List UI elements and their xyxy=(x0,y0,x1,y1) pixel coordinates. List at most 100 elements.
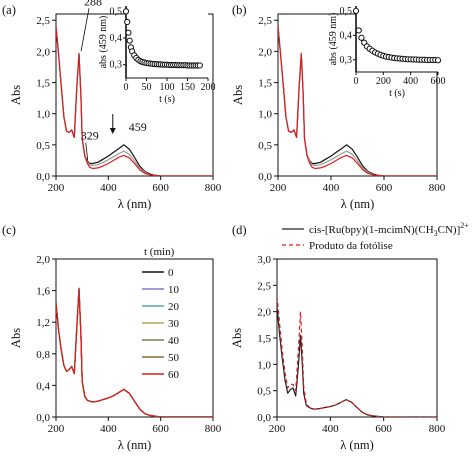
panel-2: (b) 200 400 600 800 0,0 0,5 1,0 1,5 2,0 2,5 λ (nm) A… xyxy=(231,3,446,211)
panel-label: (d) xyxy=(232,223,247,237)
y-tick-label: 2,0 xyxy=(257,307,271,319)
panel-label: (a) xyxy=(2,3,16,17)
inset-x-tick-label: 0 xyxy=(354,76,359,87)
series-line-Produto da fotólise xyxy=(277,295,437,417)
legend-superscript: 2+ xyxy=(460,221,469,230)
annotation-label: 329 xyxy=(81,129,99,143)
y-tick-label: 0,5 xyxy=(36,140,50,152)
inset-data-point xyxy=(358,34,365,41)
y-tick-label: 2,5 xyxy=(258,15,272,27)
inset-y-tick-label: 0,4 xyxy=(110,33,123,44)
inset-data-point xyxy=(434,57,442,64)
legend-label: 30 xyxy=(168,318,180,330)
inset-x-tick-label: 200 xyxy=(376,76,391,87)
legend: t (min) 0 10 20 30 40 50 60 xyxy=(142,246,180,381)
y-tick-label: 0,8 xyxy=(36,349,50,361)
inset-y-axis-label: abs (459 nm) xyxy=(98,16,109,69)
y-tick-label: 2,0 xyxy=(258,46,272,58)
x-tick-label: 600 xyxy=(152,182,169,194)
y-tick-label: 2,5 xyxy=(257,280,271,292)
inset-x-tick-label: 50 xyxy=(142,82,152,93)
y-tick-label: 1,2 xyxy=(36,317,50,329)
x-tick-label: 200 xyxy=(48,423,65,435)
inset-x-tick-label: 400 xyxy=(403,76,418,87)
y-tick-label: 0,0 xyxy=(36,412,50,424)
series-group xyxy=(56,26,213,176)
y-tick-label: 1,0 xyxy=(258,109,272,121)
inset-data-point xyxy=(126,37,133,44)
legend-label: 10 xyxy=(168,284,180,296)
y-tick-label: 0,0 xyxy=(258,171,272,183)
y-tick-label: 0,0 xyxy=(257,412,271,424)
series-group xyxy=(277,295,437,417)
x-tick-label: 400 xyxy=(100,182,117,194)
annotation-label: 459 xyxy=(129,120,147,134)
inset-x-axis-label: t (s) xyxy=(389,88,405,99)
x-tick-label: 400 xyxy=(323,182,340,194)
y-tick-label: 2,5 xyxy=(36,15,50,27)
x-tick-label: 200 xyxy=(48,182,65,194)
x-tick-label: 600 xyxy=(376,182,393,194)
inset-data-point xyxy=(355,27,362,34)
legend-title: t (min) xyxy=(144,246,175,258)
legend-label: 40 xyxy=(168,335,180,347)
y-axis-label: Abs xyxy=(230,328,244,348)
inset-data-point xyxy=(122,8,130,15)
y-tick-label: 2,0 xyxy=(36,254,50,266)
y-axis-label: Abs xyxy=(231,85,245,105)
x-axis-label: λ (nm) xyxy=(118,438,151,452)
panel-4: (d) 200 400 600 800 0,0 0,5 1,0 1,5 2,0 2,5 3,0 λ (n… xyxy=(230,221,469,452)
y-tick-label: 0,4 xyxy=(36,380,50,392)
inset: 0 50 100 150 200 0,3 0,4 0,5 t (s) abs (459 nm) xyxy=(98,6,216,105)
annotation-leader xyxy=(80,8,90,52)
legend-label: Produto da fotólise xyxy=(309,240,393,252)
inset-x-tick-label: 0 xyxy=(124,82,129,93)
inset-y-axis-label: abs (459 nm) xyxy=(328,13,339,66)
inset-x-tick-label: 150 xyxy=(180,82,195,93)
annotation-label: 288 xyxy=(84,0,102,8)
inset-data-point xyxy=(352,7,360,14)
legend: cis-[Ru(bpy)(1-mcimN)(CH3CN)]2+ Produto d… xyxy=(282,221,469,252)
series-line-3 xyxy=(56,26,213,176)
x-tick-label: 600 xyxy=(375,423,392,435)
x-tick-label: 200 xyxy=(269,423,286,435)
y-tick-label: 1,5 xyxy=(258,78,272,90)
inset-y-tick-label: 0,3 xyxy=(340,55,353,66)
inset-data-point xyxy=(196,62,203,69)
x-tick-label: 800 xyxy=(205,182,222,194)
y-tick-label: 0,5 xyxy=(257,386,271,398)
series-group xyxy=(56,287,213,417)
series-line-3 xyxy=(278,26,437,176)
x-tick-label: 200 xyxy=(270,182,287,194)
y-tick-label: 1,0 xyxy=(36,109,50,121)
down-arrow-head xyxy=(109,128,116,134)
legend-label: 20 xyxy=(168,301,180,313)
inset-y-tick-label: 0,5 xyxy=(110,6,123,17)
x-tick-label: 600 xyxy=(152,423,169,435)
legend-label: 50 xyxy=(168,352,180,364)
inset-x-tick-label: 600 xyxy=(431,76,446,87)
x-tick-label: 800 xyxy=(429,423,446,435)
legend-text-part: CN)] xyxy=(438,224,461,236)
legend-label: cis-[Ru(bpy)(1-mcimN)(CH3CN)]2+ xyxy=(309,221,469,238)
inset-data-point xyxy=(125,29,132,36)
y-tick-label: 1,6 xyxy=(36,286,50,298)
y-tick-label: 0,0 xyxy=(36,171,50,183)
inset-y-tick-label: 0,5 xyxy=(340,6,353,17)
y-tick-label: 3,0 xyxy=(257,254,271,266)
legend-text-part: cis-[Ru(bpy)(1-mcimN)(CH xyxy=(309,224,434,236)
panel-label: (c) xyxy=(2,223,16,237)
y-tick-label: 1,5 xyxy=(257,333,271,345)
series-line-60 xyxy=(56,288,213,417)
y-tick-label: 1,0 xyxy=(257,359,271,371)
inset: 0 200 400 600 0,3 0,4 0,5 t (s) abs (459 nm) xyxy=(328,6,446,99)
legend-label: 60 xyxy=(168,369,180,381)
y-tick-label: 2,0 xyxy=(36,46,50,58)
plot-frame xyxy=(55,258,214,418)
legend-label: 0 xyxy=(168,267,174,279)
y-tick-label: 0,5 xyxy=(258,140,272,152)
y-tick-label: 1,5 xyxy=(36,78,50,90)
x-axis-label: λ (nm) xyxy=(341,197,374,211)
